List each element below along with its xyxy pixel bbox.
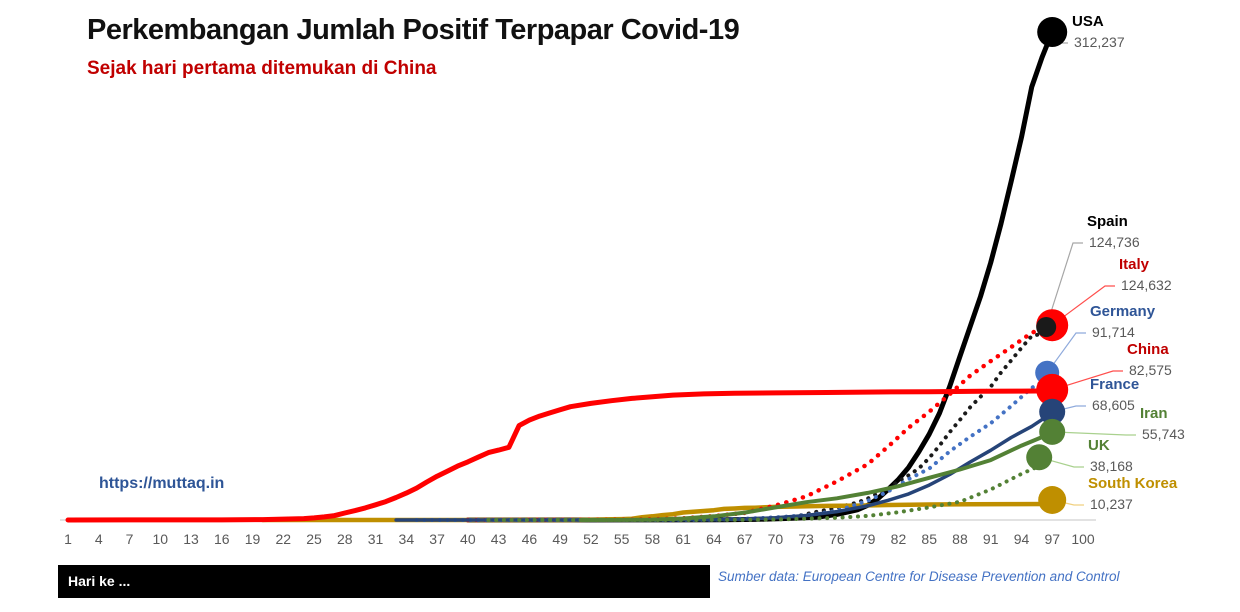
x-tick-10: 10 — [152, 531, 169, 547]
series-value-south-korea: 10,237 — [1090, 496, 1133, 512]
series-value-iran: 55,743 — [1142, 426, 1185, 442]
x-tick-58: 58 — [644, 531, 661, 547]
x-tick-7: 7 — [125, 531, 134, 547]
x-tick-64: 64 — [706, 531, 722, 547]
series-value-spain: 124,736 — [1089, 234, 1140, 250]
x-tick-97: 97 — [1044, 531, 1061, 547]
x-tick-43: 43 — [490, 531, 507, 547]
x-tick-82: 82 — [890, 531, 907, 547]
series-marker-spain — [1036, 317, 1057, 337]
leader-line-italy — [1051, 285, 1115, 326]
x-tick-52: 52 — [583, 531, 599, 547]
series-line-uk — [486, 458, 1055, 522]
series-name-south-korea: South Korea — [1088, 475, 1178, 492]
x-tick-91: 91 — [982, 531, 999, 547]
series-name-usa: USA — [1072, 13, 1104, 30]
series-line-germany — [414, 374, 1055, 522]
series-name-germany: Germany — [1090, 303, 1156, 320]
x-axis-title: Hari ke ... — [68, 573, 131, 589]
x-tick-79: 79 — [859, 531, 876, 547]
x-tick-1: 1 — [64, 531, 72, 547]
x-tick-19: 19 — [244, 531, 261, 547]
x-tick-40: 40 — [460, 531, 476, 547]
series-line-china — [65, 388, 1055, 523]
x-tick-100: 100 — [1071, 531, 1095, 547]
series-marker-iran — [1039, 418, 1066, 445]
series-value-usa: 312,237 — [1074, 34, 1125, 50]
series-marker-france — [1039, 398, 1066, 425]
series-label-italy: Italy 124,632 — [1119, 255, 1172, 296]
leader-line-spain — [1045, 242, 1083, 328]
x-tick-94: 94 — [1013, 531, 1030, 547]
series-name-china: China — [1127, 341, 1169, 358]
leader-line-iran — [1052, 431, 1136, 436]
series-name-france: France — [1090, 376, 1140, 393]
x-tick-70: 70 — [767, 531, 784, 547]
x-tick-22: 22 — [275, 531, 292, 547]
x-tick-4: 4 — [94, 531, 103, 547]
leader-line-china — [1052, 370, 1123, 391]
series-name-iran: Iran — [1140, 405, 1168, 422]
x-tick-25: 25 — [306, 531, 322, 547]
series-label-china: China 82,575 — [1127, 340, 1172, 381]
x-tick-16: 16 — [213, 531, 230, 547]
data-source-note: Sumber data: European Centre for Disease… — [718, 569, 1120, 584]
series-line-france — [394, 411, 1054, 522]
series-value-uk: 38,168 — [1090, 458, 1133, 474]
x-tick-34: 34 — [398, 531, 415, 547]
series-label-uk: UK 38,168 — [1088, 436, 1133, 477]
x-tick-46: 46 — [521, 531, 538, 547]
x-tick-55: 55 — [613, 531, 630, 547]
chart-title: Perkembangan Jumlah Positif Terpapar Cov… — [87, 14, 740, 46]
x-tick-76: 76 — [829, 531, 845, 547]
x-tick-28: 28 — [337, 531, 353, 547]
watermark-url: https://muttaq.in — [99, 475, 225, 492]
series-label-iran: Iran 55,743 — [1140, 404, 1185, 445]
series-value-france: 68,605 — [1092, 397, 1135, 413]
series-value-italy: 124,632 — [1121, 277, 1172, 293]
x-tick-31: 31 — [367, 531, 384, 547]
x-tick-67: 67 — [736, 531, 753, 547]
series-label-germany: Germany 91,714 — [1090, 302, 1155, 343]
series-line-usa — [465, 29, 1055, 523]
series-marker-china — [1036, 373, 1069, 406]
series-marker-uk — [1026, 444, 1053, 471]
series-line-iran — [578, 430, 1055, 522]
series-name-uk: UK — [1088, 437, 1110, 454]
series-label-south-korea: South Korea 10,237 — [1088, 474, 1177, 515]
series-line-spain — [568, 323, 1055, 522]
leader-line-germany — [1046, 332, 1086, 374]
x-tick-73: 73 — [798, 531, 814, 547]
series-value-china: 82,575 — [1129, 362, 1172, 378]
x-tick-37: 37 — [429, 531, 445, 547]
series-name-italy: Italy — [1119, 256, 1150, 273]
x-tick-49: 49 — [552, 531, 568, 547]
x-axis-title-bar: Hari ke ... — [58, 565, 710, 598]
series-value-germany: 91,714 — [1092, 324, 1135, 340]
series-label-france: France 68,605 — [1090, 375, 1139, 416]
x-tick-88: 88 — [952, 531, 968, 547]
chart-subtitle: Sejak hari pertama ditemukan di China — [87, 58, 437, 79]
series-marker-usa — [1037, 17, 1068, 47]
series-label-spain: Spain 124,736 — [1087, 212, 1140, 253]
x-axis-tick-labels: 1 4 7 10 13 16 19 22 25 28 31 34 37 40 43 46 49 52 55 58 61 6… — [0, 531, 1240, 551]
series-label-usa: USA 312,237 — [1072, 12, 1125, 53]
series-marker-south-korea — [1038, 486, 1067, 514]
x-tick-61: 61 — [675, 531, 691, 547]
x-tick-85: 85 — [921, 531, 937, 547]
series-name-spain: Spain — [1087, 213, 1128, 230]
x-tick-13: 13 — [183, 531, 199, 547]
series-line-italy — [465, 322, 1055, 523]
